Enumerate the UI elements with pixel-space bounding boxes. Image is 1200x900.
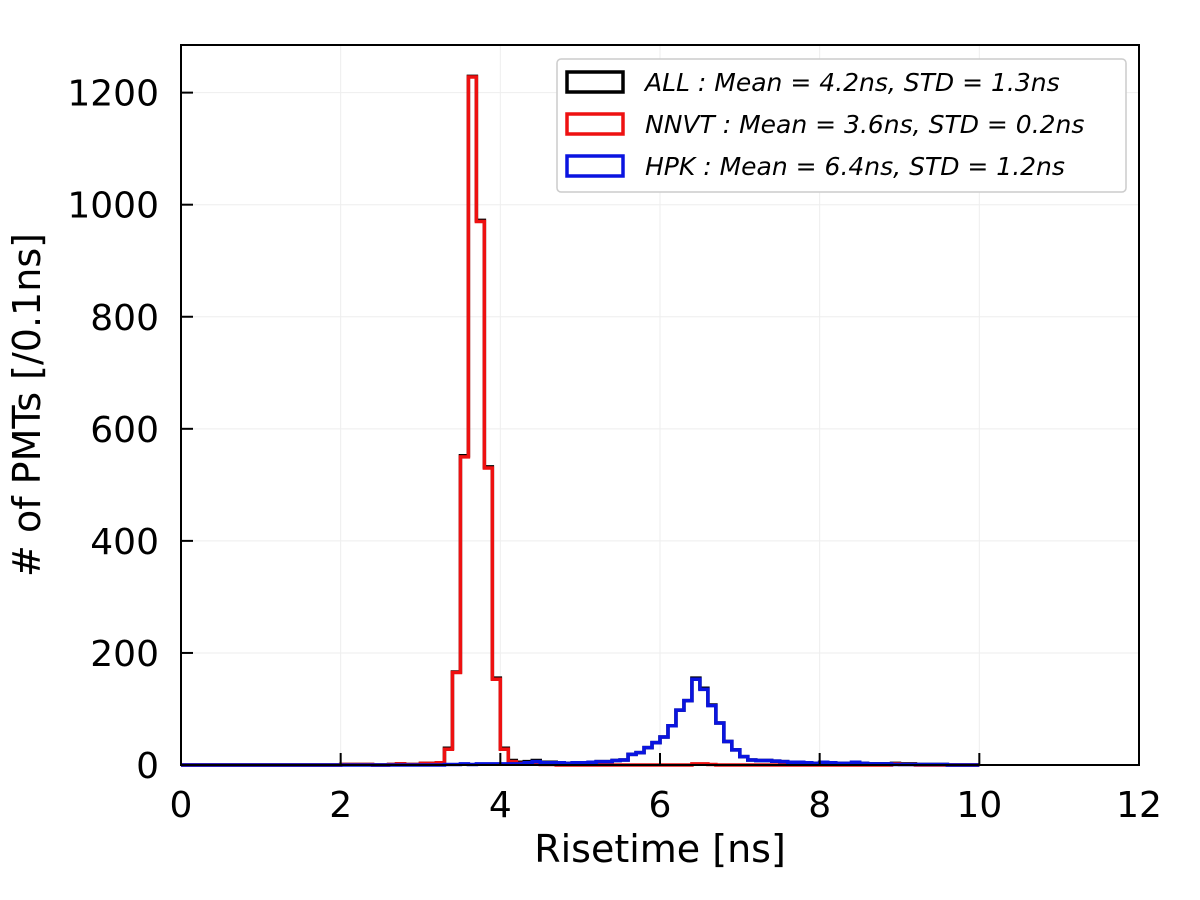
axis-ticks: 0 2 4 6 8 10 12 0 200 400 600 800 1000 1200: [67, 74, 1162, 826]
legend-label-all: ALL : Mean = 4.2ns, STD = 1.3ns: [643, 68, 1060, 97]
legend-frame: [556, 58, 1127, 193]
x-tick-label: 0: [170, 785, 193, 826]
y-tick-label: 1200: [67, 74, 159, 115]
y-tick-label: 400: [90, 522, 159, 563]
x-tick-label: 8: [808, 785, 831, 826]
legend-label-nnvt: NNVT : Mean = 3.6ns, STD = 0.2ns: [645, 110, 1084, 139]
legend-swatch-nnvt: [565, 112, 625, 136]
y-tick-label: 800: [90, 298, 159, 339]
legend: ALL : Mean = 4.2ns, STD = 1.3ns NNVT : Me…: [556, 58, 1127, 193]
x-axis-label: Risetime [ns]: [534, 827, 786, 871]
legend-swatch-hpk: [565, 154, 625, 178]
legend-label-hpk: HPK : Mean = 6.4ns, STD = 1.2ns: [645, 152, 1065, 181]
histogram-hpk: [181, 677, 980, 767]
y-tick-label: 200: [90, 634, 159, 675]
x-tick-label: 4: [489, 785, 512, 826]
x-tick-label: 10: [956, 785, 1002, 826]
legend-swatch-all: [565, 70, 625, 94]
y-tick-label: 0: [136, 746, 159, 787]
y-tick-label: 1000: [67, 186, 159, 227]
y-axis-label: # of PMTs [/0.1ns]: [5, 233, 49, 577]
y-tick-label: 600: [90, 410, 159, 451]
x-tick-label: 6: [649, 785, 672, 826]
x-tick-label: 2: [329, 785, 352, 826]
x-tick-label: 12: [1116, 785, 1162, 826]
plot-frame: [180, 44, 1140, 766]
